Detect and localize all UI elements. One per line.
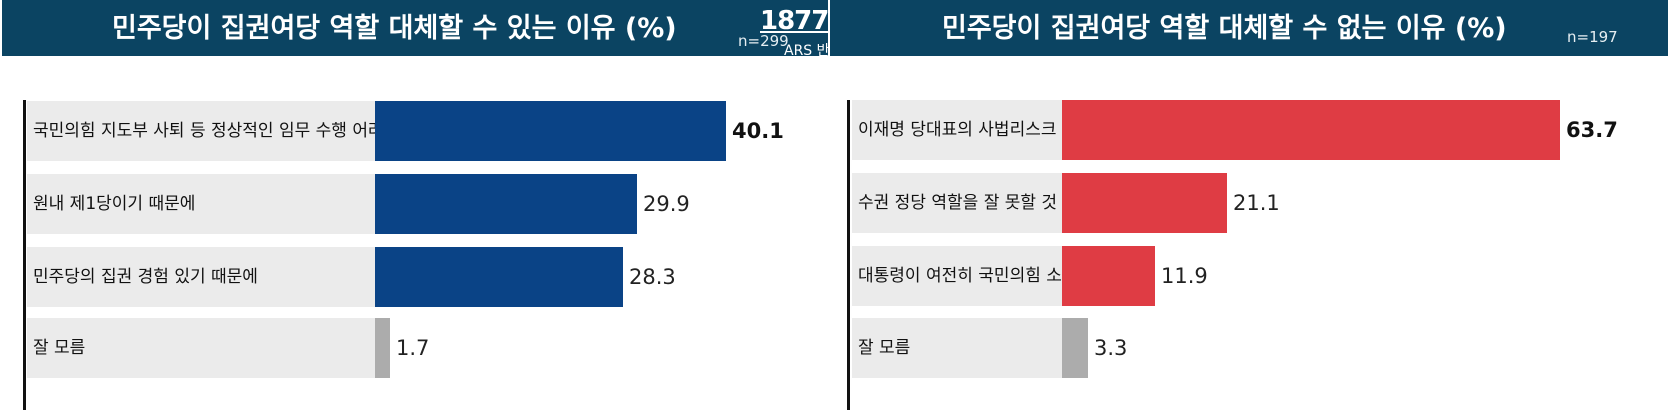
chart-title-left: 민주당이 집권여당 역할 대체할 수 있는 이유 (%) xyxy=(112,13,677,44)
bar-left-4 xyxy=(375,318,390,378)
category-label-left-3: 민주당의 집권 경험 있기 때문에 xyxy=(33,267,258,287)
value-label-right-3: 11.9 xyxy=(1161,264,1208,288)
chart-title-right: 민주당이 집권여당 역할 대체할 수 없는 이유 (%) xyxy=(942,13,1507,44)
row-background-right-4 xyxy=(852,318,1084,378)
bar-right-2 xyxy=(1062,173,1227,233)
row-background-right-2 xyxy=(852,173,1084,233)
overlay-phone-number: 1877- xyxy=(760,6,839,36)
chart-header-left xyxy=(2,0,828,56)
bar-right-3 xyxy=(1062,246,1155,306)
chart-axis-left xyxy=(23,100,26,410)
category-label-right-2: 수권 정당 역할을 잘 못할 것 같아서 xyxy=(858,193,1110,213)
value-label-left-4: 1.7 xyxy=(396,336,430,360)
row-background-left-1 xyxy=(27,101,375,161)
bar-right-1 xyxy=(1062,100,1560,160)
value-label-left-3: 28.3 xyxy=(629,265,676,289)
value-label-right-4: 3.3 xyxy=(1094,336,1128,360)
value-label-left-2: 29.9 xyxy=(643,192,690,216)
sample-size-right: n=197 xyxy=(1567,28,1618,46)
row-background-left-2 xyxy=(27,174,375,234)
chart-axis-right xyxy=(847,100,850,410)
category-label-right-1: 이재명 당대표의 사법리스크 때문에 xyxy=(858,120,1109,140)
category-label-right-3: 대통령이 여전히 국민의힘 소속이라서 xyxy=(858,266,1125,286)
overlay-ars-text: ARS 반 xyxy=(784,43,830,59)
row-background-left-4 xyxy=(27,318,375,378)
category-label-left-2: 원내 제1당이기 때문에 xyxy=(33,194,196,214)
chart-header-right xyxy=(830,0,1668,56)
bar-right-4 xyxy=(1062,318,1088,378)
value-label-right-1: 63.7 xyxy=(1566,118,1618,142)
value-label-left-1: 40.1 xyxy=(732,119,784,143)
value-label-right-2: 21.1 xyxy=(1233,191,1280,215)
row-background-right-3 xyxy=(852,246,1084,306)
category-label-left-1: 국민의힘 지도부 사퇴 등 정상적인 임무 수행 어려워서 xyxy=(33,121,415,141)
bar-left-3 xyxy=(375,247,623,307)
sample-size-left: n=299 xyxy=(738,32,789,50)
chart-panel-right: 민주당이 집권여당 역할 대체할 수 없는 이유 (%) n=197 이재명 당… xyxy=(830,0,1670,415)
row-background-right-1 xyxy=(852,100,1084,160)
bar-left-2 xyxy=(375,174,637,234)
chart-panel-left: 민주당이 집권여당 역할 대체할 수 있는 이유 (%) n=299 1877-… xyxy=(0,0,839,415)
row-background-left-3 xyxy=(27,247,375,307)
category-label-right-4: 잘 모름 xyxy=(858,338,911,358)
category-label-left-4: 잘 모름 xyxy=(33,338,86,358)
bar-left-1 xyxy=(375,101,726,161)
